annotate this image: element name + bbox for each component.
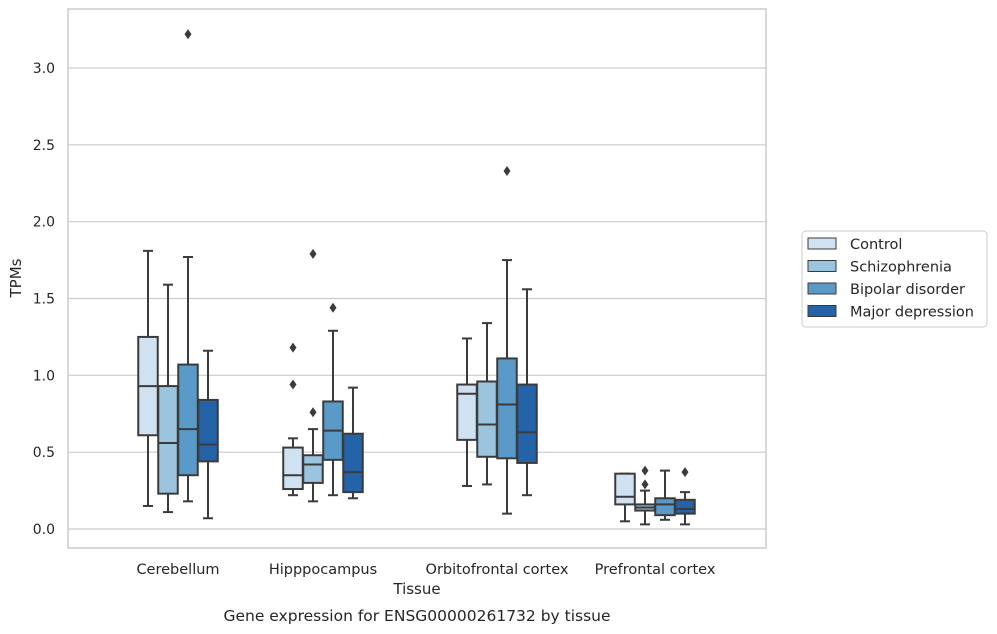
box-iqr [157,385,179,495]
box-plot [302,248,324,503]
box-iqr [496,357,518,460]
box-plot [177,29,199,503]
y-tick-labels: 0.0 0.5 1.0 1.5 2.0 2.5 3.0 [33,61,55,538]
x-tick-label: Orbitofrontal cortex [426,562,569,578]
x-tick-label: Prefrontal cortex [595,562,716,578]
box-plots [137,29,696,526]
outlier-point [329,302,337,313]
x-tick-label: Hipppocampus [269,562,377,578]
chart-caption: Gene expression for ENSG00000261732 by t… [223,607,610,625]
y-tick-label: 3.0 [33,61,55,77]
box-plot [516,288,538,497]
box-plot [322,302,344,497]
box-plot [197,349,219,520]
box-plot [674,467,696,526]
box-plot [476,322,498,486]
legend-swatch [807,282,837,295]
y-tick-label: 2.5 [33,138,55,154]
y-tick-label: 2.0 [33,215,55,231]
legend-swatch [807,237,837,250]
legend: Control Schizophrenia Bipolar disorder Majo… [801,230,988,328]
legend-swatch [807,260,837,272]
box-iqr [476,380,498,458]
outlier-point [309,407,317,418]
box-plot [456,337,478,487]
box-plot [282,342,304,497]
outlier-point [289,379,297,390]
box-iqr [302,454,324,484]
y-tick-label: 0.0 [33,522,55,538]
box-plot [614,472,636,523]
box-plot [634,465,656,526]
box-iqr [282,446,304,491]
x-tick-label: Cerebellum [136,562,219,578]
legend-frame [801,230,988,328]
outlier-point [641,465,649,476]
box-iqr [342,432,364,494]
legend-swatch [807,305,837,317]
y-axis-label: TPMs [7,258,25,298]
box-iqr [614,472,636,506]
box-iqr [197,398,219,463]
box-plot [157,283,179,514]
x-axis-label: Tissue [392,580,440,598]
outlier-point [681,467,689,478]
box-iqr [177,363,199,477]
outlier-point [503,165,511,176]
legend-label: Schizophrenia [850,260,952,276]
legend-label: Major depression [850,305,974,321]
outlier-point [641,479,649,490]
legend-label: Bipolar disorder [850,282,965,298]
x-tick-labels: Cerebellum Hipppocampus Orbitofrontal cort… [136,562,715,578]
box-plot [342,386,364,500]
legend-label: Control [850,237,902,253]
outlier-point [309,248,317,259]
box-plot [496,165,518,515]
y-tick-label: 1.5 [33,292,55,308]
box-iqr [516,383,538,464]
box-iqr [674,498,696,515]
box-plot [137,249,159,507]
outlier-point [289,342,297,353]
box-plot [654,469,676,521]
y-tick-label: 1.0 [33,368,55,384]
box-iqr [654,497,676,517]
outlier-point [184,29,192,40]
y-tick-label: 0.5 [33,445,55,461]
plot-frame [67,8,767,549]
